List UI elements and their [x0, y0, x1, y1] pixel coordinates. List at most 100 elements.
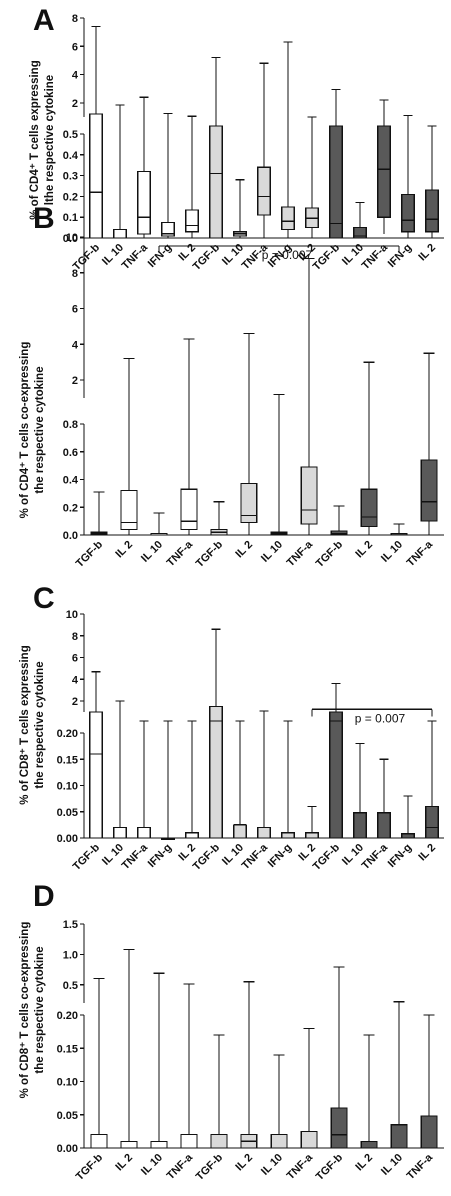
category-label: TNF-a [120, 241, 151, 272]
y-tick-label: 0.10 [57, 781, 78, 793]
category-label: TNF-a [120, 841, 151, 872]
panel-letter: A [33, 4, 55, 37]
category-label: IL 2 [416, 842, 438, 864]
box [300, 1130, 318, 1149]
y-tick-label: 0.15 [57, 1043, 78, 1055]
category-label: IL 10 [379, 1152, 405, 1178]
y-tick-label: 0.8 [63, 419, 78, 431]
category-label: IFN-g [386, 842, 414, 870]
category-label: TGF-b [314, 1151, 346, 1183]
box [353, 227, 367, 239]
y-axis-label: % of CD4⁺ T cells expressing [29, 60, 41, 219]
category-label: IL 2 [353, 1152, 375, 1174]
box [360, 1140, 378, 1149]
category-label: TNF-a [360, 841, 391, 872]
category-label: TNF-a [240, 841, 271, 872]
box [270, 1134, 288, 1149]
category-label: TNF-a [165, 538, 196, 569]
y-tick-label: 2 [72, 375, 78, 387]
y-tick-label: 0.2 [63, 191, 78, 203]
box [209, 125, 223, 239]
category-label: TNF-a [285, 1151, 316, 1182]
panel-letter: D [33, 880, 55, 913]
y-tick-label: 4 [72, 339, 79, 351]
y-axis-label: lthe respective cytokine [44, 75, 56, 205]
box [330, 530, 348, 536]
y-tick-label: 0.10 [57, 1077, 78, 1089]
y-tick-label: 0.3 [63, 171, 78, 183]
y-axis-label: % of CD4⁺ T cells co-expressing [19, 342, 31, 519]
p-value-label: p = 0.007 [262, 248, 313, 262]
y-tick-label: 0.15 [57, 754, 78, 766]
box [390, 1124, 408, 1149]
y-tick-label: 4 [72, 674, 79, 686]
category-label: IL 2 [233, 539, 255, 561]
box [233, 824, 247, 839]
p-value-label: p = 0.007 [355, 711, 406, 725]
y-axis-label: the respective cytokine [34, 946, 46, 1073]
y-tick-label: 0.5 [63, 980, 78, 992]
box [113, 229, 127, 239]
box [120, 490, 138, 531]
y-tick-label: 0.1 [63, 212, 78, 224]
y-tick-label: 8 [72, 268, 78, 280]
y-axis-label: the respective cytokine [34, 366, 46, 493]
category-label: IL 10 [139, 1152, 165, 1178]
box [353, 812, 367, 839]
box [360, 488, 378, 528]
box [329, 711, 343, 839]
box [185, 832, 199, 839]
y-axis-label: % of CD8⁺ T cells co-expressing [19, 922, 31, 1099]
panel-d: D % of CD8⁺ T cells co-expressing the re… [19, 880, 444, 1183]
category-label: TGF-b [314, 538, 346, 570]
box [420, 1115, 438, 1149]
category-label: IL 10 [379, 539, 405, 565]
y-axis-label: the respective cytokine [34, 661, 46, 788]
category-label: IFN-g [146, 842, 174, 870]
box [330, 1107, 348, 1149]
y-tick-label: 8 [72, 631, 78, 643]
box [257, 826, 271, 839]
box [209, 706, 223, 839]
box [281, 206, 295, 231]
box [120, 1140, 138, 1149]
category-label: IL 10 [259, 539, 285, 565]
panel-letter: C [33, 582, 55, 615]
y-tick-label: 6 [72, 653, 78, 665]
box [150, 1140, 168, 1149]
category-label: IL 10 [139, 539, 165, 565]
category-label: TGF-b [74, 538, 106, 570]
category-label: TNF-a [285, 538, 316, 569]
y-tick-label: 0.00 [57, 833, 78, 845]
y-axis-label: % of CD8⁺ T cells expressing [19, 645, 31, 804]
box [329, 125, 343, 239]
box [180, 1134, 198, 1149]
panel-letter: B [33, 202, 55, 235]
category-label: TGF-b [74, 1151, 106, 1183]
box [89, 113, 103, 239]
box [257, 166, 271, 216]
box [137, 826, 151, 839]
category-label: IL 10 [259, 1152, 285, 1178]
y-tick-label: 0.4 [63, 150, 79, 162]
y-tick-label: 1.0 [63, 949, 78, 961]
y-tick-label: 6 [72, 304, 78, 316]
y-tick-label: 2 [72, 98, 78, 110]
panel-a: A % of CD4⁺ T cells expressing lthe resp… [29, 4, 444, 273]
y-tick-label: 1.5 [63, 919, 78, 931]
y-tick-label: 0.0 [63, 530, 78, 542]
y-tick-label: 0.20 [57, 1010, 78, 1022]
y-tick-label: 10 [66, 232, 78, 244]
y-tick-label: 0.2 [63, 502, 78, 514]
box [425, 189, 439, 233]
box [90, 1134, 108, 1149]
category-label: TNF-a [165, 1151, 196, 1182]
y-tick-label: 6 [72, 41, 78, 53]
y-tick-label: 0.00 [57, 1143, 78, 1155]
category-label: IL 2 [113, 1152, 135, 1174]
box [161, 221, 175, 237]
box [377, 125, 391, 218]
box [210, 1134, 228, 1149]
y-tick-label: 0.0 [63, 233, 78, 245]
